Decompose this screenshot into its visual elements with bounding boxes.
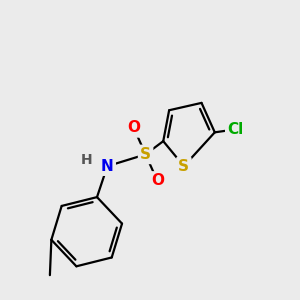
Text: S: S [178,159,189,174]
Text: O: O [151,173,164,188]
Text: Cl: Cl [227,122,244,137]
Text: N: N [101,159,114,174]
Text: H: H [81,153,92,167]
Text: S: S [140,147,151,162]
Text: O: O [127,120,140,135]
